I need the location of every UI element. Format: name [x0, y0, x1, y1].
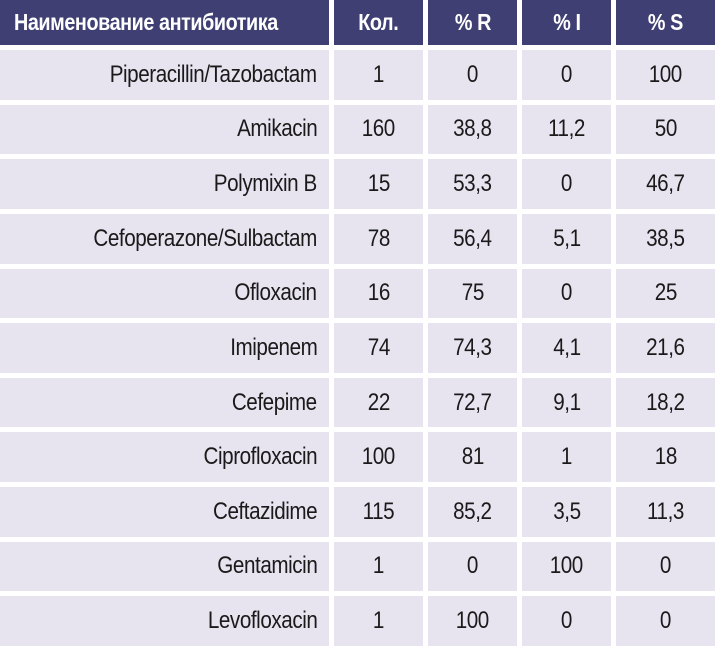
count-cell: 160: [334, 104, 428, 160]
percent-i-cell: 4,1: [522, 323, 616, 378]
percent-i-cell: 1: [522, 432, 616, 487]
antibiotic-name-cell: Levofloxacin: [0, 596, 334, 651]
percent-i-cell: 0: [522, 596, 616, 651]
percent-r-cell: 0: [428, 541, 522, 597]
percent-s-cell: 21,6: [616, 323, 715, 378]
antibiotic-name-cell: Piperacillin/Tazobactam: [0, 50, 334, 105]
percent-s-cell: 100: [616, 50, 715, 105]
antibiotic-name-cell: Cefepime: [0, 377, 334, 433]
percent-s-cell: 25: [616, 268, 715, 324]
percent-s-cell: 50: [616, 104, 715, 160]
percent-i-cell: 0: [522, 268, 616, 324]
antibiotic-name-cell: Gentamicin: [0, 541, 334, 597]
percent-s-cell: 0: [616, 596, 715, 651]
antibiotic-name-cell: Imipenem: [0, 323, 334, 378]
count-cell: 1: [334, 541, 428, 597]
percent-s-cell: 46,7: [616, 159, 715, 214]
percent-r-cell: 81: [428, 432, 522, 487]
header-percent-r: % R: [428, 0, 522, 50]
count-cell: 1: [334, 596, 428, 651]
percent-i-cell: 100: [522, 541, 616, 597]
antibiotic-name-cell: Ofloxacin: [0, 268, 334, 324]
percent-s-cell: 18,2: [616, 377, 715, 433]
percent-r-cell: 53,3: [428, 159, 522, 214]
antibiotic-name-cell: Amikacin: [0, 104, 334, 160]
percent-r-cell: 74,3: [428, 323, 522, 378]
percent-r-cell: 100: [428, 596, 522, 651]
header-percent-s: % S: [616, 0, 715, 50]
percent-i-cell: 11,2: [522, 104, 616, 160]
percent-r-cell: 75: [428, 268, 522, 324]
percent-s-cell: 11,3: [616, 487, 715, 542]
percent-i-cell: 9,1: [522, 377, 616, 433]
percent-r-cell: 85,2: [428, 487, 522, 542]
percent-i-cell: 5,1: [522, 213, 616, 269]
percent-r-cell: 72,7: [428, 377, 522, 433]
percent-i-cell: 0: [522, 50, 616, 105]
count-cell: 22: [334, 377, 428, 433]
header-antibiotic-name: Наименование антибиотика: [0, 0, 334, 50]
percent-s-cell: 38,5: [616, 213, 715, 269]
percent-s-cell: 0: [616, 541, 715, 597]
percent-i-cell: 0: [522, 159, 616, 214]
count-cell: 16: [334, 268, 428, 324]
count-cell: 1: [334, 50, 428, 105]
percent-s-cell: 18: [616, 432, 715, 487]
antibiotic-name-cell: Ciprofloxacin: [0, 432, 334, 487]
antibiotic-name-cell: Cefoperazone/Sulbactam: [0, 213, 334, 269]
count-cell: 74: [334, 323, 428, 378]
percent-r-cell: 38,8: [428, 104, 522, 160]
percent-i-cell: 3,5: [522, 487, 616, 542]
antibiotic-name-cell: Polymixin B: [0, 159, 334, 214]
count-cell: 78: [334, 213, 428, 269]
header-percent-i: % I: [522, 0, 616, 50]
count-cell: 15: [334, 159, 428, 214]
count-cell: 100: [334, 432, 428, 487]
percent-r-cell: 56,4: [428, 213, 522, 269]
count-cell: 115: [334, 487, 428, 542]
header-count: Кол.: [334, 0, 428, 50]
antibiotic-name-cell: Ceftazidime: [0, 487, 334, 542]
percent-r-cell: 0: [428, 50, 522, 105]
